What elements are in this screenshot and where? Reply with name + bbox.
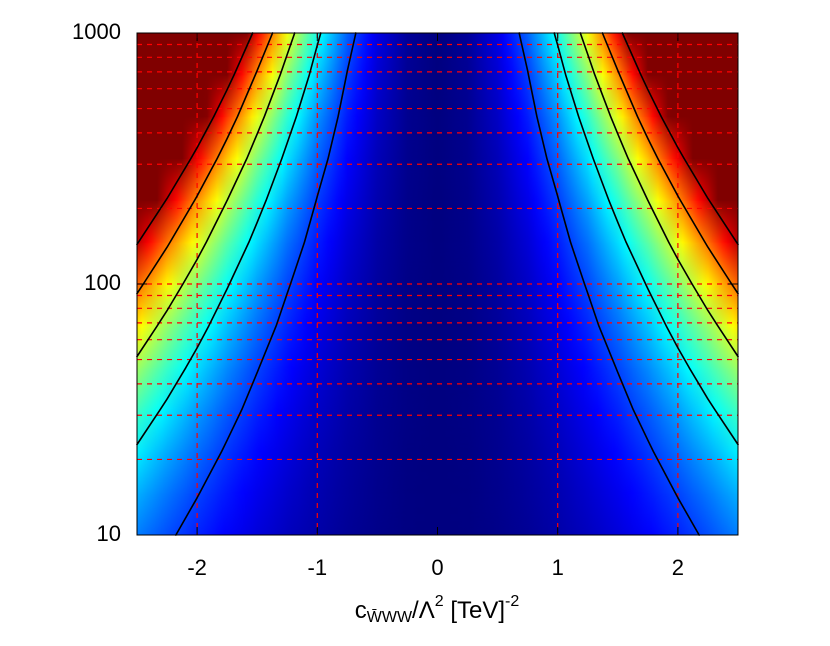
x-tick-label: 1 xyxy=(552,555,564,580)
y-tick-label: 100 xyxy=(84,270,121,295)
x-tick-label: 0 xyxy=(431,555,443,580)
contour-line xyxy=(136,32,739,358)
x-label-unit: [TeV] xyxy=(444,597,505,624)
contour-line xyxy=(136,32,739,446)
heat-band-blend xyxy=(137,116,738,160)
x-label-subscript: W̄WW xyxy=(367,609,413,626)
heat-band-blend xyxy=(137,325,738,369)
x-label-rest: /Λ xyxy=(412,597,435,624)
x-label-base: c xyxy=(355,597,367,624)
x-tick-label: -1 xyxy=(308,555,328,580)
axes: -2 -1 0 1 2 10 100 1000 xyxy=(72,19,739,580)
heat-band-blend xyxy=(137,199,738,243)
grid xyxy=(137,33,738,535)
x-label-sup: -2 xyxy=(505,593,519,610)
y-tick-label: 1000 xyxy=(72,19,121,44)
contour-line xyxy=(136,32,739,246)
x-tick-label: -2 xyxy=(187,555,207,580)
heat-band-blend xyxy=(137,241,738,285)
heat-band-blend xyxy=(137,450,738,494)
x-tick-label: 2 xyxy=(672,555,684,580)
contour-line xyxy=(136,32,739,295)
heat-band-blend xyxy=(137,74,738,118)
heat-band-blend xyxy=(137,283,738,327)
x-axis-label: cW̄WW/Λ2 [TeV]-2 xyxy=(355,593,520,626)
contours xyxy=(136,32,739,536)
x-label-sup: 2 xyxy=(435,593,444,610)
heat-band-blend xyxy=(137,409,738,452)
y-tick-label: 10 xyxy=(97,521,121,546)
heatmap xyxy=(137,33,738,535)
contour-line xyxy=(175,32,700,536)
heat-band-blend xyxy=(137,367,738,411)
